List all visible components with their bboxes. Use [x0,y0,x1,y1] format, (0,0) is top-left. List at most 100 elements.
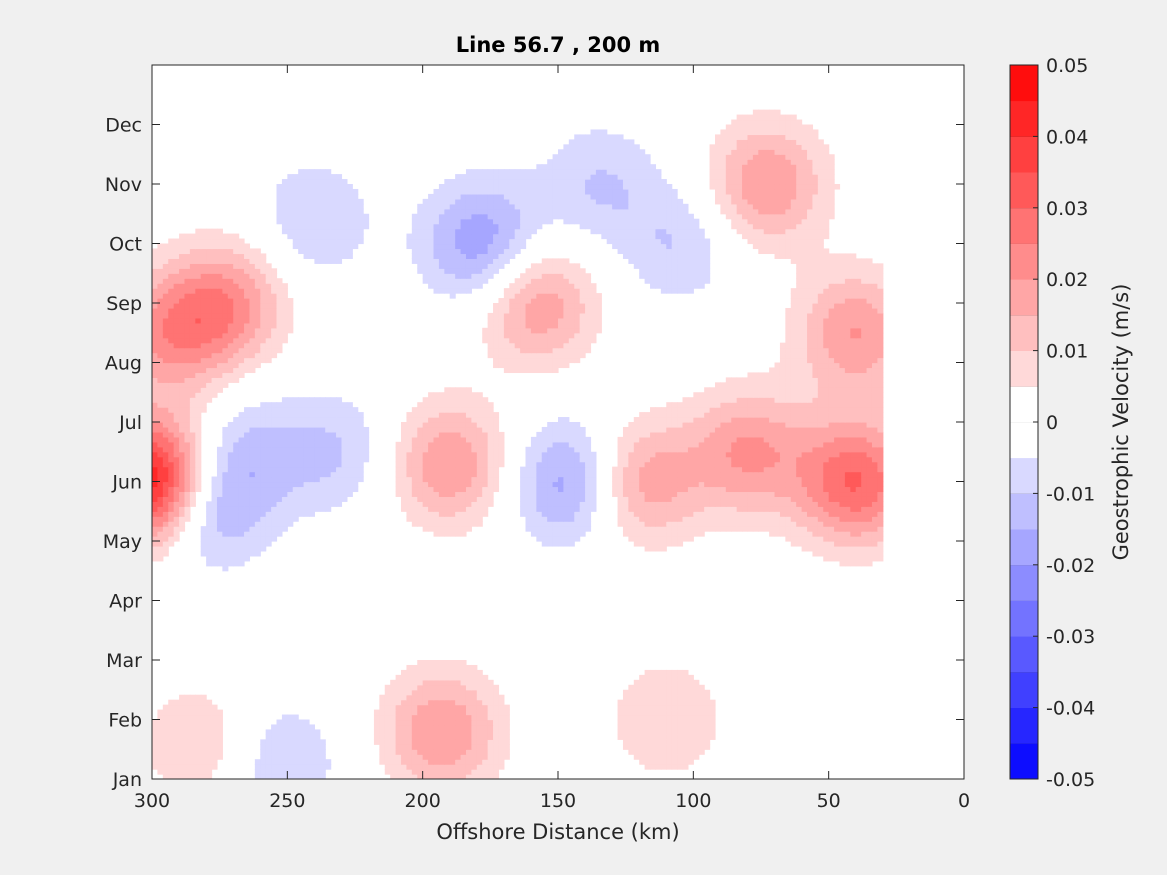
contour-cell [530,466,537,473]
contour-cell [227,367,234,374]
contour-cell [341,461,348,468]
contour-cell [747,491,754,497]
contour-cell [428,511,435,517]
contour-cell [866,481,873,488]
contour-cell [644,714,651,721]
contour-cell [460,669,467,676]
contour-cell [644,679,651,686]
contour-cell [276,491,283,497]
contour-cell [552,471,559,478]
contour-cell [671,689,678,696]
contour-cell [779,357,786,364]
contour-cell [725,481,732,488]
contour-cell [401,486,408,493]
contour-cell [487,402,494,408]
contour-cell [168,749,175,755]
contour-cell [725,496,732,502]
contour-cell [844,352,851,359]
contour-cell [671,486,678,493]
contour-cell [411,516,418,522]
contour-cell [769,461,776,468]
contour-cell [260,764,267,770]
contour-cell [682,709,689,716]
contour-cell [422,674,429,681]
contour-cell [438,704,445,711]
contour-cell [493,774,500,779]
contour-cell [173,362,180,369]
contour-cell [844,555,851,562]
contour-cell [438,392,445,398]
contour-cell [417,466,424,473]
contour-cell [222,372,229,378]
contour-cell [211,531,218,537]
contour-cell [693,501,700,507]
contour-cell [758,441,765,448]
contour-cell [790,362,797,369]
contour-cell [807,466,814,473]
contour-cell [752,377,759,383]
contour-cell [417,426,424,433]
contour-cell [216,501,223,507]
contour-cell [666,521,673,527]
contour-cell [222,506,229,512]
contour-cell [828,496,835,502]
contour-cell [357,417,364,423]
contour-cell [455,471,462,478]
contour-cell [184,724,191,731]
contour-cell [460,739,467,745]
contour-cell [622,729,629,735]
contour-cell [709,714,716,721]
contour-cell [233,536,240,542]
contour-cell [314,407,321,413]
contour-cell [206,714,213,721]
contour-cell [747,402,754,408]
contour-cell [698,694,705,701]
contour-cell [704,521,711,527]
contour-cell [828,422,835,428]
contour-cell [152,461,159,468]
contour-cell [216,446,223,453]
contour-cell [720,526,727,532]
contour-cell [287,714,294,721]
contour-cell [482,734,489,740]
contour-cell [471,521,478,527]
contour-cell [677,754,684,760]
contour-cell [422,684,429,691]
contour-cell [189,417,196,423]
contour-cell [157,426,164,433]
contour-cell [536,521,543,527]
contour-cell [677,694,684,701]
contour-cell [260,476,267,483]
contour-cell [487,407,494,413]
contour-cell [855,541,862,547]
contour-cell [455,397,462,403]
contour-cell [428,407,435,413]
contour-cell [758,446,765,453]
contour-cell [650,689,657,696]
contour-cell [871,382,878,388]
contour-cell [260,417,267,423]
contour-cell [790,476,797,483]
contour-cell [325,501,332,507]
contour-cell [682,531,689,537]
contour-cell [244,342,251,349]
contour-cell [639,734,646,740]
contour-cell [530,436,537,443]
contour-cell [303,431,310,438]
contour-cell [498,362,505,369]
contour-cell [660,669,667,676]
contour-cell [790,367,797,374]
contour-cell [704,461,711,468]
contour-cell [460,734,467,740]
contour-cell [244,501,251,507]
contour-cell [655,734,662,740]
contour-cell [433,501,440,507]
contour-cell [650,476,657,483]
contour-cell [687,729,694,735]
contour-cell [823,367,830,374]
contour-cell [769,516,776,522]
contour-cell [747,377,754,383]
contour-cell [774,511,781,517]
contour-cell [568,471,575,478]
contour-cell [677,471,684,478]
